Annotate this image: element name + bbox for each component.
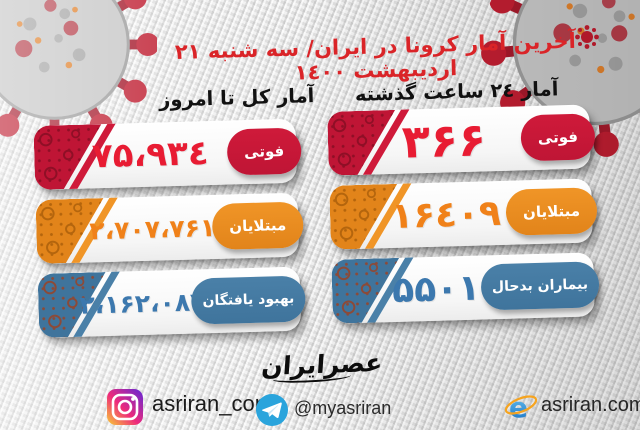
stat-card-infected-24h: ۱۶٤۰۹ مبتلایان xyxy=(329,178,598,250)
stat-value: ۳۶۶ xyxy=(401,112,487,169)
stat-label: فوتی xyxy=(520,113,596,162)
column-header-last24h: آمار ۲٤ ساعت گذشته xyxy=(354,77,559,106)
telegram-handle: @myasriran xyxy=(294,398,392,418)
stat-card-recovered-total: ۲،۱۶۲،۰۸۷ بهبود یافتگان xyxy=(37,266,306,338)
stat-value: ۵۵۰۱ xyxy=(391,267,481,311)
stat-label: بهبود یافتگان xyxy=(190,275,306,325)
stat-label: مبتلایان xyxy=(505,187,598,236)
stat-card-critical-patients: ۵۵۰۱ بیماران بدحال xyxy=(331,252,600,324)
stat-card-infected-total: ۲،۷۰۷،۷۶۱ مبتلایان xyxy=(35,192,304,264)
telegram-icon xyxy=(256,394,288,426)
stat-label: مبتلایان xyxy=(211,201,304,251)
stat-card-deaths-total: ۷۵،۹۳٤ فوتی xyxy=(33,118,302,190)
instagram-icon xyxy=(107,389,143,425)
stat-label: بیماران بدحال xyxy=(480,261,600,311)
stat-label: فوتی xyxy=(226,127,302,176)
svg-text:e: e xyxy=(509,391,528,424)
column-header-total: آمار کل تا امروز xyxy=(158,84,315,112)
internet-browser-icon: e xyxy=(504,391,538,424)
asriran-logo: عصرایران xyxy=(257,348,387,381)
stat-value: ۱۶٤۰۹ xyxy=(390,192,502,237)
coronavirus-mini-icon xyxy=(575,25,599,49)
stat-value: ۲،۱۶۲،۰۸۷ xyxy=(79,286,206,320)
stat-value: ۷۵،۹۳٤ xyxy=(91,133,210,177)
instagram-handle: asriran_com xyxy=(152,391,274,416)
stat-value: ۲،۷۰۷،۷۶۱ xyxy=(89,212,216,245)
stat-card-deaths-24h: ۳۶۶ فوتی xyxy=(327,104,596,176)
website-url: asriran.com xyxy=(541,394,640,416)
